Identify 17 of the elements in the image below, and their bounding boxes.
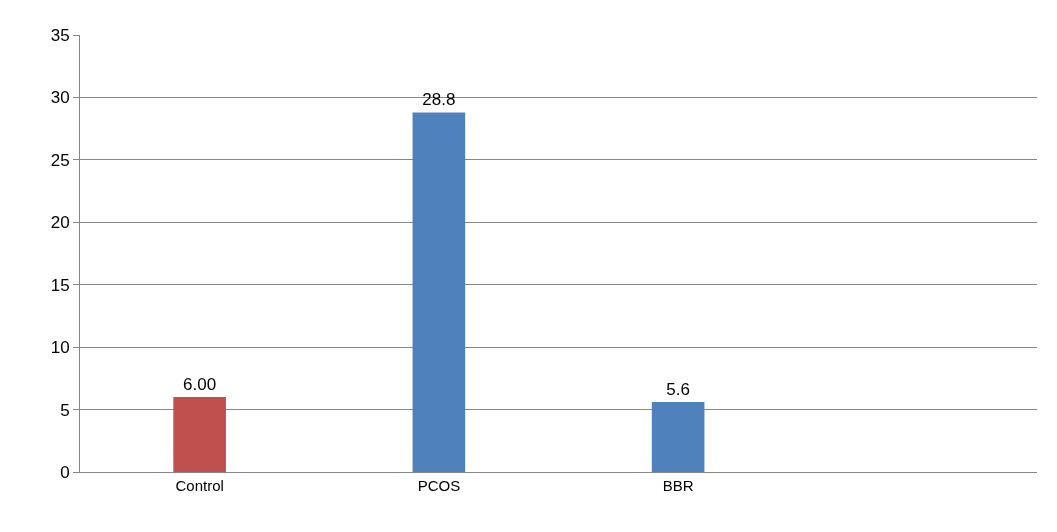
bar: [173, 397, 226, 472]
y-tick-label: 5: [60, 400, 70, 420]
bar: [651, 402, 705, 472]
y-tick-label: 10: [50, 338, 70, 358]
x-tick-label: Control: [175, 477, 224, 494]
data-label: 6.00: [183, 375, 217, 395]
x-tick-label: PCOS: [417, 477, 461, 494]
y-tick-label: 0: [60, 462, 70, 482]
data-label: 28.8: [422, 90, 456, 110]
y-tick-label: 25: [50, 150, 70, 170]
bar: [412, 112, 466, 472]
y-tick-label: 35: [50, 25, 70, 45]
x-tick-label: BBR: [662, 477, 694, 494]
data-label: 5.6: [666, 380, 690, 400]
y-tick-label: 15: [50, 275, 70, 295]
y-tick-label: 20: [50, 213, 70, 233]
y-tick-label: 30: [50, 88, 70, 108]
